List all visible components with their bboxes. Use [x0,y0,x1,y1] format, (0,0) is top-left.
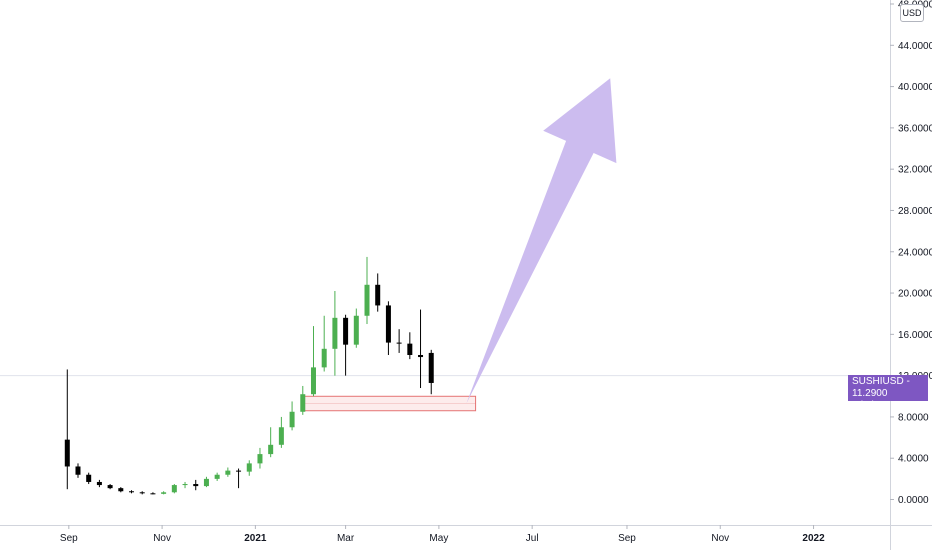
candle-body [225,470,231,475]
candle-body [193,484,199,487]
candle-body [139,492,145,494]
time-tick-label: Mar [337,533,355,544]
candle-body [96,481,102,486]
time-tick-label: 2022 [802,533,825,544]
price-tick-label: 24.0000 [898,247,932,258]
candle-body [257,454,263,464]
candle-body [268,444,274,455]
candle-body [246,463,252,472]
candle-body [428,352,434,383]
candle-body [321,348,327,368]
price-tick-label: 28.0000 [898,206,932,217]
candle-body [236,470,242,472]
candle-body [118,488,124,492]
candle-body [364,284,370,316]
candle-body [214,474,220,479]
time-tick-label: Nov [711,533,729,544]
candle-body [150,493,156,495]
price-tick-label: 20.0000 [898,289,932,300]
time-tick-label: May [429,533,448,544]
projection-arrow [466,78,617,404]
price-tag-symbol: SUSHIUSD [852,376,904,387]
candle-body [407,343,413,355]
annotation-layer [302,78,617,412]
candle-body [396,342,402,344]
candle-body [385,305,391,343]
price-tick-label: 0.0000 [898,495,929,506]
time-tick-label: 2021 [244,533,267,544]
candle-body [289,411,295,428]
price-tick-label: 8.0000 [898,412,929,423]
time-tick-label: Nov [153,533,171,544]
price-tick-label: 4.0000 [898,454,929,465]
candle-body [353,315,359,345]
candle-body [203,478,209,487]
candle-body [75,466,81,475]
price-tick-label: 32.0000 [898,165,932,176]
price-tick-label: 44.0000 [898,41,932,52]
time-axis[interactable]: Sep Nov 2021 Mar May Jul Sep Nov 2022 [60,525,825,544]
candle-body [343,317,349,345]
candle-body [86,474,92,482]
price-tick-label: 36.0000 [898,123,932,134]
candle-body [107,485,113,489]
candle-body [375,284,381,306]
candle-layer [64,256,434,495]
candle-body [64,439,70,467]
time-tick-label: Sep [60,533,78,544]
candle-body [300,394,306,412]
time-tick-label: Sep [618,533,636,544]
candle-body [161,492,167,494]
candle-body [332,317,338,349]
price-tag-price: 11.2900 [852,388,888,399]
price-tag-countdown: 2d 7h [852,400,878,411]
last-price-tag: SUSHIUSD - 11.2900 2d 7h [848,375,928,411]
currency-label[interactable]: USD [900,4,924,22]
price-axis[interactable]: 0.00004.00008.000012.000016.000020.00002… [890,0,932,506]
candle-body [418,354,424,358]
candle-body [310,367,316,395]
candle-body [129,491,135,493]
time-tick-label: Jul [526,533,539,544]
candle-body [171,485,177,493]
price-tick-label: 40.0000 [898,82,932,93]
candle-body [182,484,188,486]
price-tick-label: 16.0000 [898,330,932,341]
candle-body [278,427,284,445]
